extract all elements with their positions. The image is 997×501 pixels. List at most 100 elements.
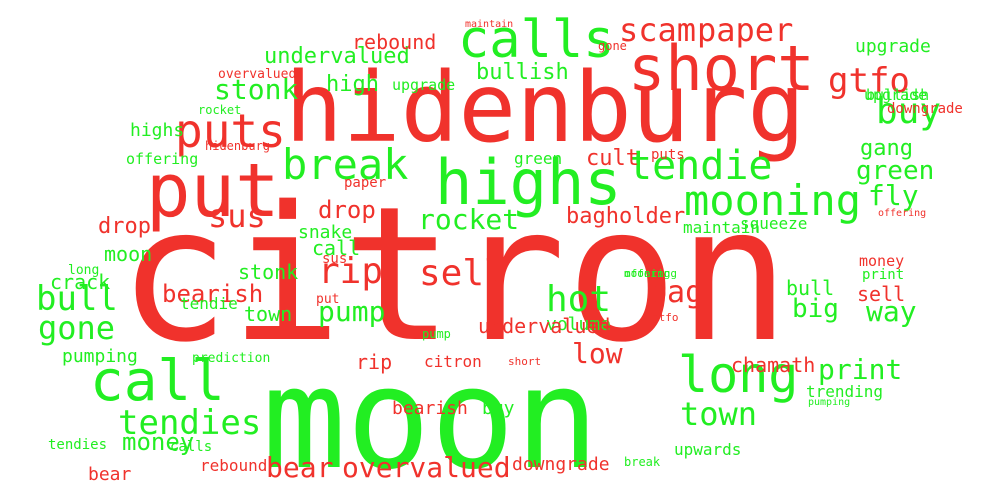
word-citron: citron [424, 352, 482, 371]
word-highs: highs [130, 120, 185, 141]
word-short: short [508, 355, 542, 368]
word-pump: pump [318, 295, 386, 328]
word-buy: buy [482, 398, 515, 419]
word-sus: sus [322, 251, 348, 267]
word-town: town [244, 302, 293, 326]
word-moon: moon [104, 242, 153, 266]
word-pumping: pumping [62, 346, 138, 367]
word-big: big [792, 294, 839, 324]
word-bullish: bullish [476, 60, 569, 85]
word-print: print [818, 353, 903, 386]
word-drop: drop [98, 214, 151, 239]
word-stonk: stonk [214, 73, 299, 106]
word-sus: sus [208, 197, 266, 235]
word-upwards: upwards [674, 440, 742, 459]
word-trending: trending [806, 382, 884, 401]
word-short: short [628, 32, 815, 105]
word-hidenburg: hidenburg [205, 139, 271, 153]
word-break: break [624, 455, 661, 469]
word-mooning: mooning [624, 267, 671, 280]
word-crack: crack [50, 270, 111, 294]
word-offering: offering [126, 150, 199, 168]
word-high: high [326, 72, 379, 97]
word-offering: offering [624, 267, 677, 280]
word-money: money [859, 252, 905, 270]
word-put: put [146, 148, 280, 234]
word-pumping: pumping [808, 397, 851, 408]
word-town: town [680, 395, 758, 433]
word-stonk: stonk [238, 260, 299, 284]
word-long: long [678, 346, 799, 404]
word-low: low [572, 337, 623, 370]
word-downgrade: downgrade [512, 454, 610, 475]
word-green: green [514, 149, 563, 168]
word-pump: pump [422, 327, 451, 341]
word-puts: puts [651, 147, 685, 163]
word-money: money [122, 428, 195, 456]
word-green: green [856, 156, 935, 186]
word-mooning: mooning [684, 176, 862, 225]
word-long: long [68, 263, 100, 278]
word-bull: bull [36, 279, 118, 319]
word-upgrade: upgrade [855, 36, 931, 57]
word-downgrade: downgrade [887, 101, 963, 117]
word-scam: scam [619, 11, 697, 49]
word-bag: bag [649, 275, 704, 310]
word-bullish: bullish [866, 86, 930, 104]
word-bagholder: bagholder [566, 204, 686, 229]
word-tendie: tendie [628, 143, 773, 189]
word-prediction: prediction [192, 351, 271, 366]
word-fly: fly [868, 179, 919, 212]
word-hot: hot [546, 279, 612, 320]
word-way: way [866, 295, 917, 328]
word-rocket: rocket [418, 203, 520, 236]
word-paper: paper [344, 175, 387, 191]
word-volume: volume [546, 314, 612, 335]
word-bull: bull [786, 276, 835, 300]
word-calls: calls [170, 439, 213, 455]
word-print: print [862, 267, 905, 283]
word-paper: paper [697, 11, 794, 49]
word-drop: drop [318, 196, 376, 224]
word-call: call [312, 236, 361, 260]
word-rip: rip [356, 350, 393, 374]
word-undervalued: undervalued [264, 44, 410, 69]
word-offering: offering [878, 208, 927, 219]
word-bearish: bearish [392, 398, 468, 419]
word-bear: bear [266, 451, 334, 484]
word-overvalued: overvalued [342, 451, 511, 484]
word-rip: rip [318, 251, 384, 292]
word-gtfo: gtfo [828, 61, 910, 101]
word-puts: puts [175, 104, 286, 158]
word-bearish: bearish [162, 280, 264, 308]
word-bear: bear [88, 464, 132, 485]
word-put: put [316, 292, 340, 307]
word-tendies: tendies [48, 437, 108, 453]
word-gone: gone [38, 309, 116, 347]
word-maintain: maintain [683, 218, 761, 237]
word-cult: cult [586, 146, 639, 171]
word-buy: buy [876, 91, 942, 132]
word-sell: sell [857, 282, 906, 306]
word-moon: moon [262, 338, 600, 501]
word-call: call [90, 349, 225, 414]
word-snake: snake [298, 222, 353, 243]
word-tendie: tendie [180, 294, 238, 313]
word-tendies: tendies [118, 403, 262, 443]
word-break: break [282, 140, 409, 189]
word-rebound: rebound [352, 30, 437, 54]
word-upgrade: upgrade [392, 76, 456, 94]
word-calls: calls [458, 10, 615, 70]
word-upgrade: upgrade [864, 86, 928, 104]
word-gtfo: gtfo [652, 311, 679, 324]
word-hidenburg: hidenburg [285, 52, 806, 164]
word-undervalued: undervalued [478, 314, 611, 338]
word-squeeze: squeeze [740, 214, 808, 233]
word-sell: sell [419, 253, 506, 294]
word-rebound: rebound [200, 456, 268, 475]
word-gang: gang [860, 136, 913, 161]
word-chamath: chamath [731, 353, 816, 377]
word-overvalued: overvalued [218, 67, 297, 82]
word-highs: highs [435, 146, 622, 219]
